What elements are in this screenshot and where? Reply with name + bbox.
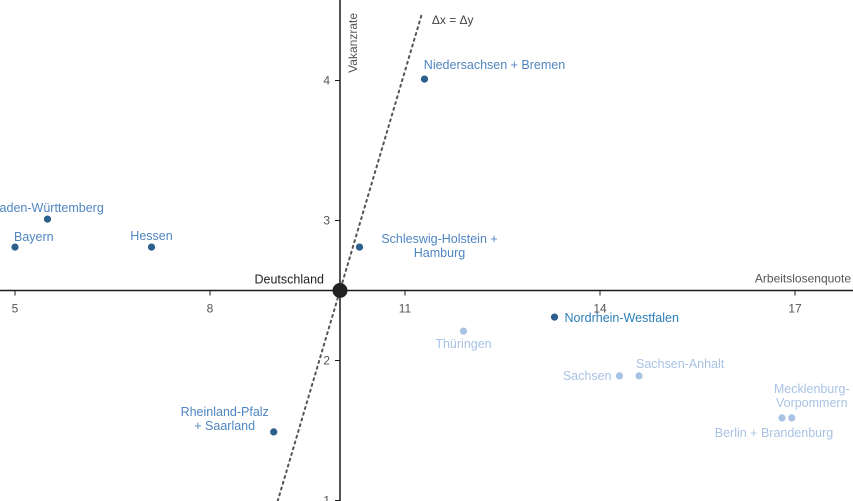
point-label-baden-württemberg: Baden-Württemberg	[0, 201, 104, 215]
y-tick-label: 2	[323, 354, 330, 368]
point-nordrhein-westfalen	[550, 313, 559, 321]
point-mecklenburg-vorpommern	[788, 414, 796, 422]
point-rheinland-pfalz-saarland	[270, 428, 278, 436]
reference-line-label: Δx = Δy	[432, 13, 474, 27]
point-label-berlin-brandenburg: Berlin + Brandenburg	[715, 426, 834, 440]
origin-label-deutschland: Deutschland	[255, 273, 325, 287]
origin-point-deutschland	[332, 283, 348, 298]
y-tick-label: 4	[323, 74, 330, 88]
point-label-rheinland-pfalz-saarland-line-1: Rheinland-Pfalz	[181, 405, 269, 419]
point-label-thüringen: Thüringen	[435, 337, 491, 351]
reference-line-delta	[276, 13, 423, 501]
y-tick-label: 1	[323, 494, 330, 501]
y-axis-title: Vakanzrate	[346, 13, 360, 73]
x-tick-label: 11	[399, 302, 412, 316]
point-sachsen	[615, 372, 624, 380]
point-label-schleswig-holstein-hamburg-line-1: Schleswig-Holstein +	[381, 232, 497, 246]
point-niedersachsen-bremen	[420, 75, 429, 83]
point-label-niedersachsen-bremen: Niedersachsen + Bremen	[424, 58, 565, 72]
point-label-sachsen: Sachsen	[563, 369, 612, 383]
ticks-layer: 5 8 11 14 17 1 2 3 4	[12, 74, 802, 501]
point-label-bayern: Bayern	[14, 230, 54, 244]
point-label-sachsen-anhalt: Sachsen-Anhalt	[636, 357, 725, 371]
x-tick-label: 5	[12, 302, 19, 316]
point-label-rheinland-pfalz-saarland-line-2: + Saarland	[194, 419, 255, 433]
point-baden-württemberg	[43, 215, 52, 223]
point-thüringen	[459, 327, 468, 335]
point-berlin-brandenburg	[778, 414, 786, 422]
x-tick-label: 8	[207, 302, 214, 316]
point-hessen	[147, 243, 156, 251]
point-label-mecklenburg-vorpommern-line-1: Mecklenburg-	[774, 382, 850, 396]
points-layer	[11, 75, 796, 436]
x-tick-label: 17	[788, 302, 802, 316]
y-tick-label: 3	[323, 214, 330, 228]
point-label-schleswig-holstein-hamburg-line-2: Hamburg	[414, 246, 465, 260]
x-tick-label: 14	[593, 302, 607, 316]
x-axis-title: Arbeitslosenquote	[755, 272, 851, 286]
reference-line-layer: Δx = Δy	[276, 13, 474, 501]
point-label-nordrhein-westfalen: Nordrhein-Westfalen	[565, 311, 679, 325]
point-label-hessen: Hessen	[130, 229, 172, 243]
point-schleswig-holstein-hamburg	[355, 243, 364, 251]
point-sachsen-anhalt	[635, 372, 643, 380]
point-label-mecklenburg-vorpommern-line-2: Vorpommern	[776, 396, 848, 410]
labels-layer: Deutschland Niedersachsen + Bremen Baden-W…	[0, 58, 850, 440]
point-bayern	[11, 243, 19, 251]
